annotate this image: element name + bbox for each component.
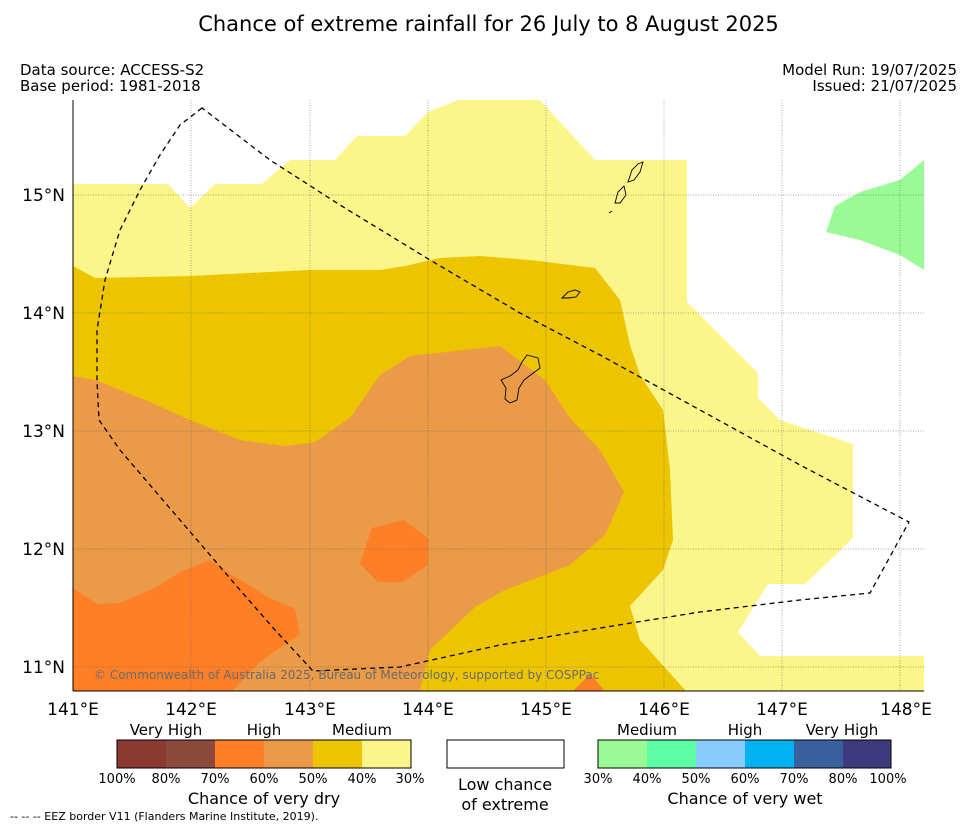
legend-wet-swatch [745, 740, 794, 768]
legend-wet-pct: 80% [829, 772, 858, 787]
legend-dry-pct: 60% [250, 772, 279, 787]
legend-wet-cat-very-high: Very High [806, 721, 879, 739]
x-tick-label: 148°E [880, 700, 932, 720]
legend-dry-cat-medium: Medium [332, 721, 392, 739]
legend-dry-swatch [264, 740, 313, 768]
legend-wet-pct: 100% [869, 772, 906, 787]
x-tick-label: 144°E [402, 700, 454, 720]
x-tick-label: 143°E [284, 700, 336, 720]
legend-low-caption-1: Low chance [458, 775, 552, 794]
eez-footnote: -- -- -- EEZ border V11 (Flanders Marine… [10, 810, 319, 823]
legend-wet-caption: Chance of very wet [667, 789, 822, 808]
data-source-text: Data source: ACCESS-S2 [20, 61, 205, 79]
region-dry-60-70-south [73, 560, 300, 691]
legend-dry-pct: 40% [348, 772, 377, 787]
legend-wet-pct: 40% [633, 772, 662, 787]
island-aguijan [608, 210, 613, 214]
legend-low-swatch [446, 739, 565, 769]
island-guam [500, 354, 541, 404]
base-period-text: Base period: 1981-2018 [20, 77, 201, 95]
y-tick-label: 15°N [22, 186, 65, 206]
x-tick-label: 142°E [165, 700, 217, 720]
legend-low-caption-2: of extreme [461, 795, 548, 814]
legend-wet-frame [597, 739, 892, 769]
legend-wet-cat-high: High [728, 721, 762, 739]
legend-dry-swatch [215, 740, 264, 768]
y-tick-label: 13°N [22, 422, 65, 442]
legend-dry-frame [116, 739, 412, 769]
legend-wet-pct: 30% [584, 772, 613, 787]
island-saipan [627, 161, 644, 183]
legend-low: Low chance of extreme [446, 739, 565, 814]
legend-wet-swatch [843, 740, 891, 768]
legend-dry-swatch [117, 740, 166, 768]
y-tick-label: 11°N [22, 658, 65, 678]
meta-right: Model Run: 19/07/2025 Issued: 21/07/2025 [782, 62, 957, 94]
gridlines [73, 100, 924, 691]
legend-dry-pct: 30% [396, 772, 425, 787]
legend-dry-pct: 100% [98, 772, 135, 787]
region-dry-60-70-center [360, 520, 428, 582]
x-tick-labels: 141°E 142°E 143°E 144°E 145°E 146°E 147°… [47, 700, 932, 720]
map-plot-area: © Commonwealth of Australia 2025, Bureau… [73, 100, 924, 691]
x-tick-label: 147°E [756, 700, 808, 720]
legend-dry-cat-very-high: Very High [130, 721, 203, 739]
legend-dry-swatch [362, 740, 411, 768]
legend-dry-swatch [313, 740, 362, 768]
islands [500, 161, 644, 404]
legend-wet: Medium High Very High 30% 40% 50% 60% 70… [584, 721, 907, 808]
legend-dry-cat-high: High [247, 721, 281, 739]
y-tick-label: 14°N [22, 304, 65, 324]
map-copyright: © Commonwealth of Australia 2025, Bureau… [94, 668, 599, 682]
legend-dry-pct: 70% [201, 772, 230, 787]
legend-wet-pct: 50% [682, 772, 711, 787]
chart-title: Chance of extreme rainfall for 26 July t… [198, 12, 779, 36]
issued-text: Issued: 21/07/2025 [812, 77, 957, 95]
legend-wet-swatch [794, 740, 843, 768]
legend-wet-swatch [696, 740, 745, 768]
meta-left: Data source: ACCESS-S2 Base period: 1981… [20, 62, 204, 94]
legend-dry-caption: Chance of very dry [188, 789, 340, 808]
region-dry-60-70-east [573, 674, 605, 691]
region-wet-30-40 [826, 160, 924, 270]
x-tick-label: 146°E [638, 700, 690, 720]
x-tick-label: 145°E [520, 700, 572, 720]
x-tick-label: 141°E [47, 700, 99, 720]
eez-border [96, 107, 910, 672]
island-tinian [614, 185, 627, 204]
legend-wet-pct: 60% [731, 772, 760, 787]
legend-dry-pct: 50% [299, 772, 328, 787]
y-tick-labels: 15°N 14°N 13°N 12°N 11°N [22, 186, 65, 678]
region-low-chance-ne [900, 100, 924, 160]
model-run-text: Model Run: 19/07/2025 [782, 61, 957, 79]
legend-wet-swatch [647, 740, 696, 768]
legend-dry-swatch [166, 740, 215, 768]
island-rota [560, 289, 581, 299]
y-tick-label: 12°N [22, 540, 65, 560]
legend-wet-pct: 70% [780, 772, 809, 787]
legend-wet-swatch [598, 740, 647, 768]
legend-dry-pct: 80% [152, 772, 181, 787]
legend-dry: Very High High Medium 100% 80% 70% 60% 5… [98, 721, 424, 808]
legend-wet-cat-medium: Medium [617, 721, 677, 739]
